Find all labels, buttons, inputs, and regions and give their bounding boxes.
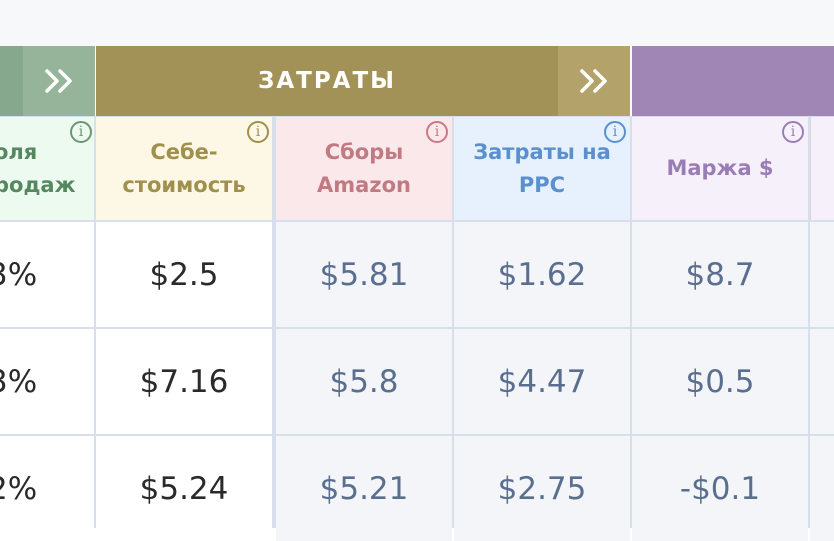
cell-value: 3% — [0, 363, 38, 400]
cell-value: $5.21 — [319, 470, 409, 507]
cell-value: 3% — [0, 256, 38, 293]
cell-value: $0.5 — [685, 363, 755, 400]
column-label: Затраты на PPC — [473, 139, 611, 197]
cell-value: -$0.1 — [679, 470, 761, 507]
cell-next — [810, 222, 834, 327]
cell-cost-price[interactable]: $5.24 — [96, 436, 272, 541]
column-header-sales-share[interactable]: оля родаж i — [0, 117, 95, 220]
row-divider — [0, 434, 834, 436]
column-divider — [272, 117, 276, 528]
column-header-next — [810, 117, 834, 220]
column-divider — [94, 117, 96, 528]
cell-value: $5.24 — [139, 470, 229, 507]
row-divider — [0, 116, 834, 117]
info-icon[interactable]: i — [604, 121, 626, 143]
row-divider — [0, 327, 834, 329]
cell-value: $2.75 — [497, 470, 587, 507]
group-header-sales — [0, 46, 95, 116]
cell-sales-share[interactable]: 2% — [0, 436, 95, 541]
cell-sales-share[interactable]: 3% — [0, 222, 95, 327]
cell-ppc-costs[interactable]: $1.62 — [454, 222, 630, 327]
cell-ppc-costs[interactable]: $2.75 — [454, 436, 630, 541]
cell-value: $1.62 — [497, 256, 587, 293]
info-icon[interactable]: i — [70, 121, 92, 143]
cell-margin[interactable]: $8.7 — [632, 222, 808, 327]
column-header-ppc-costs[interactable]: Затраты на PPC i — [454, 117, 630, 220]
cell-value: $2.5 — [149, 256, 219, 293]
cell-margin[interactable]: -$0.1 — [632, 436, 808, 541]
cell-amazon-fees[interactable]: $5.21 — [276, 436, 452, 541]
info-icon[interactable]: i — [247, 121, 269, 143]
row-divider — [0, 220, 834, 222]
cell-amazon-fees[interactable]: $5.81 — [276, 222, 452, 327]
cell-cost-price[interactable]: $7.16 — [96, 329, 272, 434]
cell-ppc-costs[interactable]: $4.47 — [454, 329, 630, 434]
column-header-margin[interactable]: Маржа $ i — [632, 117, 808, 220]
column-label: Маржа $ — [666, 156, 774, 180]
cell-margin[interactable]: $0.5 — [632, 329, 808, 434]
cell-amazon-fees[interactable]: $5.8 — [276, 329, 452, 434]
info-icon[interactable]: i — [426, 121, 448, 143]
expand-costs-group-button[interactable] — [558, 46, 630, 116]
cell-value: $5.8 — [329, 363, 399, 400]
column-divider — [630, 117, 632, 528]
cell-sales-share[interactable]: 3% — [0, 329, 95, 434]
info-icon[interactable]: i — [782, 121, 804, 143]
costs-group-title: ЗАТРАТЫ — [257, 68, 396, 94]
cell-value: $4.47 — [497, 363, 587, 400]
column-header-amazon-fees[interactable]: Сборы Amazon i — [276, 117, 452, 220]
column-header-cost-price[interactable]: Себе- стоимость i — [96, 117, 272, 220]
expand-sales-group-button[interactable] — [23, 46, 95, 116]
cell-next — [810, 436, 834, 541]
group-header-margin — [632, 46, 834, 116]
cell-cost-price[interactable]: $2.5 — [96, 222, 272, 327]
cell-next — [810, 329, 834, 434]
column-divider — [452, 117, 454, 528]
cell-value: $7.16 — [139, 363, 229, 400]
top-bar — [0, 0, 834, 46]
double-chevron-right-icon — [580, 69, 607, 93]
group-header-costs: ЗАТРАТЫ — [96, 46, 630, 116]
cell-value: $5.81 — [319, 256, 409, 293]
double-chevron-right-icon — [45, 69, 72, 93]
column-label: Себе- стоимость — [122, 139, 246, 197]
column-divider — [808, 117, 810, 528]
column-label: Сборы Amazon — [317, 139, 411, 197]
column-label: оля родаж — [0, 139, 76, 197]
cell-value: $8.7 — [685, 256, 755, 293]
cell-value: 2% — [0, 470, 38, 507]
